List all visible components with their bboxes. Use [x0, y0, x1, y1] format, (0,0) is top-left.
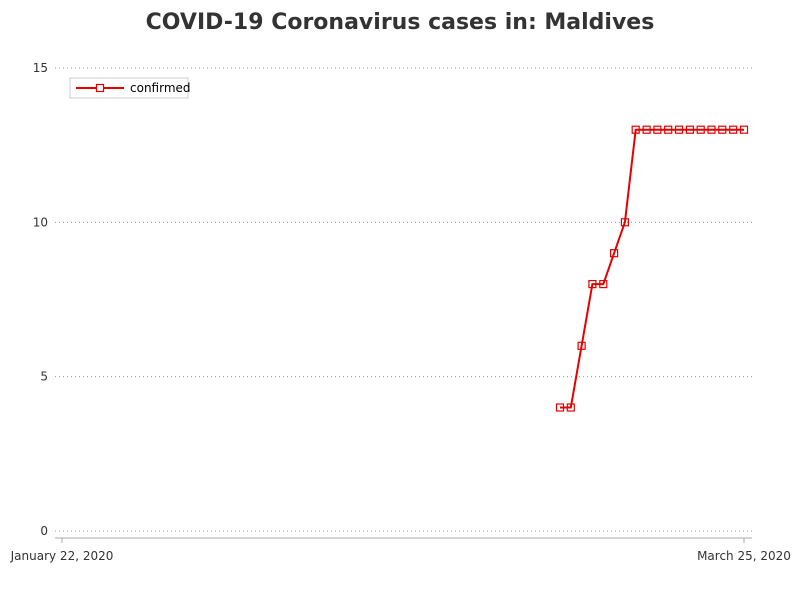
- x-tick-label: March 25, 2020: [697, 549, 791, 563]
- data-point: [599, 280, 608, 289]
- series-line-confirmed: [560, 128, 744, 409]
- data-point: [739, 125, 749, 134]
- grid-lines: [55, 67, 752, 532]
- data-point: [555, 403, 565, 412]
- data-point: [729, 125, 738, 134]
- data-point: [674, 125, 684, 134]
- y-tick-label: 10: [33, 215, 48, 229]
- data-point: [664, 125, 673, 134]
- y-tick-label: 0: [40, 524, 48, 538]
- series-layer: [555, 125, 749, 412]
- axes: 0 5 10 15 January 22, 2020 March 25, 2020: [10, 61, 791, 563]
- data-point: [577, 341, 586, 350]
- data-point: [631, 125, 640, 134]
- y-tick-label: 15: [33, 61, 48, 75]
- x-tick-label: January 22, 2020: [10, 549, 114, 563]
- data-point: [588, 280, 597, 289]
- data-point: [566, 403, 575, 412]
- legend-label-confirmed: confirmed: [130, 81, 191, 95]
- chart-title: COVID-19 Coronavirus cases in: Maldives: [145, 10, 655, 35]
- data-point: [620, 218, 630, 227]
- data-point: [685, 125, 695, 134]
- legend-marker-confirmed: [95, 83, 105, 93]
- legend-box: [69, 77, 189, 99]
- data-point: [642, 125, 651, 134]
- data-point: [653, 125, 662, 134]
- data-point: [718, 125, 727, 134]
- y-tick-label: 5: [40, 370, 48, 384]
- data-point: [609, 249, 619, 258]
- data-point: [707, 125, 716, 134]
- data-point: [696, 125, 705, 134]
- legend: confirmed: [69, 77, 191, 99]
